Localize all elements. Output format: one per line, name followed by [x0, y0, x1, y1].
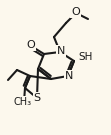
Text: N: N: [65, 71, 73, 81]
Text: O: O: [26, 40, 35, 50]
Text: N: N: [57, 46, 65, 56]
Text: S: S: [33, 93, 41, 103]
Text: O: O: [71, 7, 80, 17]
Text: CH₃: CH₃: [13, 97, 31, 107]
Text: SH: SH: [79, 52, 93, 62]
